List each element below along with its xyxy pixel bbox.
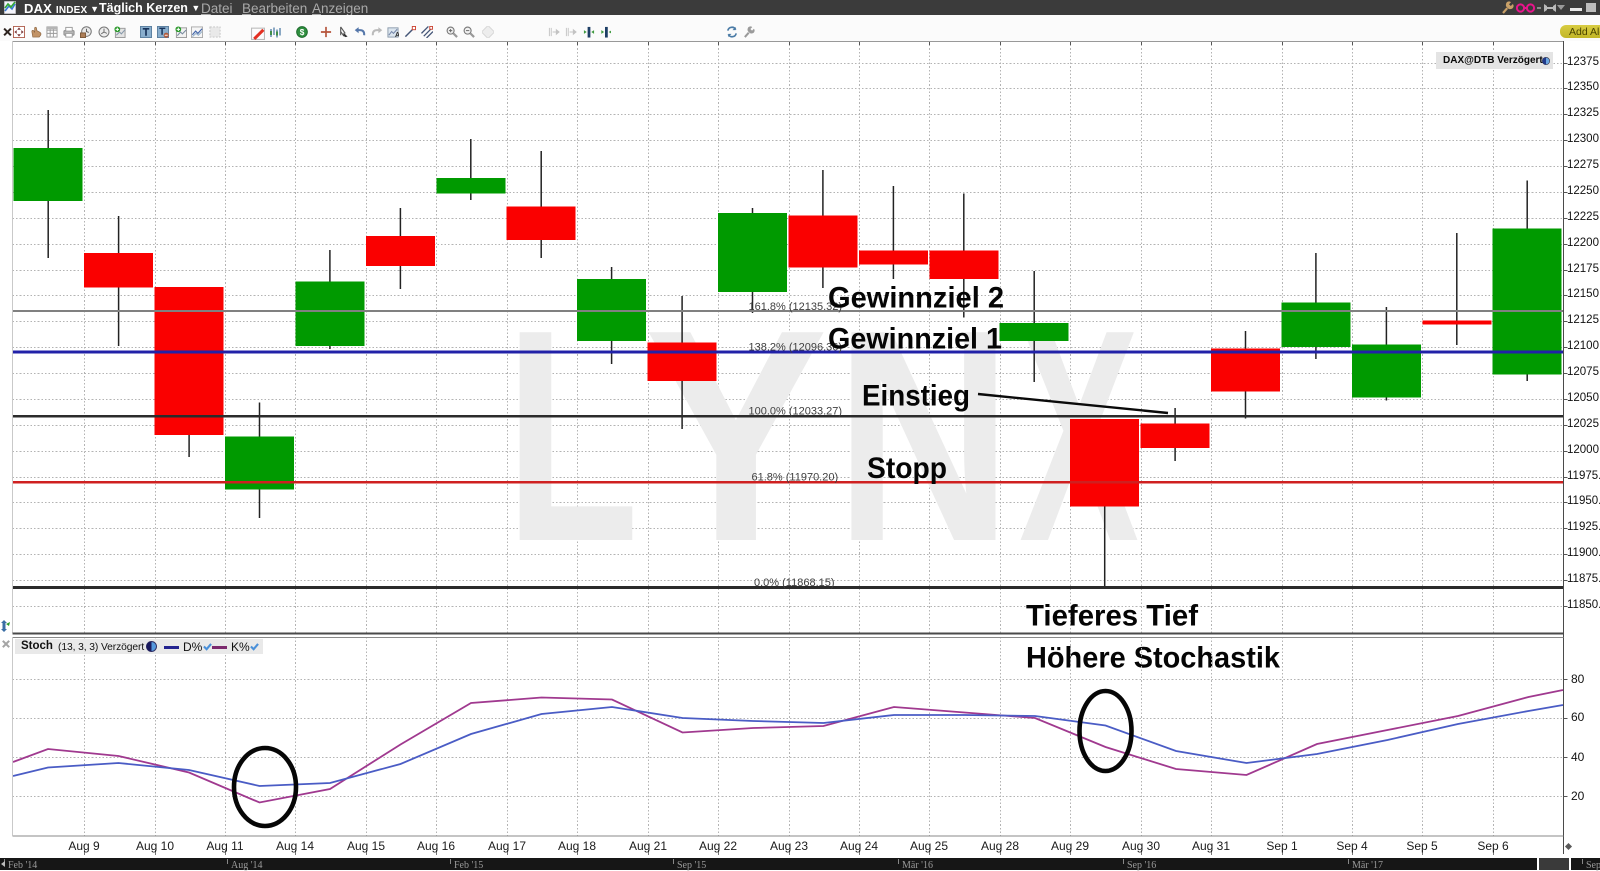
svg-text:Einstieg: Einstieg [862,380,970,413]
svg-text:161.8% (12135.32): 161.8% (12135.32) [749,301,843,313]
svg-text:$: $ [300,27,305,37]
svg-text:100.0% (12033.27): 100.0% (12033.27) [749,406,843,418]
svg-text:Y: Y [644,267,828,604]
svg-text:N: N [835,267,1012,604]
svg-text:Stopp: Stopp [867,452,947,485]
svg-text:Tieferes Tief: Tieferes Tief [1026,600,1199,633]
svg-text:0.0% (11868.15): 0.0% (11868.15) [754,577,835,589]
svg-text:A: A [395,30,399,38]
svg-text:61.8% (11970.20): 61.8% (11970.20) [752,472,839,484]
svg-text:138.2% (12096.36): 138.2% (12096.36) [749,342,843,354]
svg-text:Gewinnziel 1: Gewinnziel 1 [828,323,1002,356]
svg-text:Gewinnziel 2: Gewinnziel 2 [828,282,1004,315]
svg-text:Höhere Stochastik: Höhere Stochastik [1026,642,1280,675]
